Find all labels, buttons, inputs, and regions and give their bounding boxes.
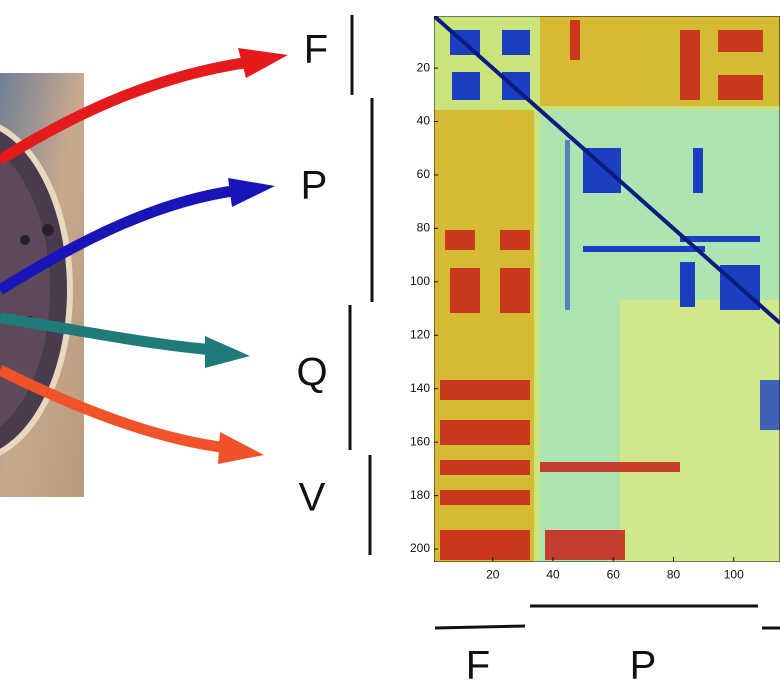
y-tick-label: 40 [417, 114, 431, 128]
y-tick-label: 180 [410, 488, 430, 502]
x-tick-label: 40 [546, 567, 560, 581]
x-tick-label: 60 [607, 567, 621, 581]
arrows [0, 48, 288, 464]
x-tick-label: 20 [486, 567, 500, 581]
heatmap [434, 16, 780, 562]
group-label: V [299, 476, 326, 520]
y-tick-label: 200 [410, 541, 430, 555]
group-label: P [630, 644, 657, 688]
photo [0, 73, 84, 497]
y-tick-label: 140 [410, 381, 430, 395]
y-tick-label: 160 [410, 434, 430, 448]
group-label: F [304, 28, 328, 72]
group-label: Q [296, 351, 327, 395]
y-tick-label: 20 [417, 60, 431, 74]
group-label: P [301, 164, 328, 208]
y-tick-label: 120 [410, 327, 430, 341]
y-tick-label: 100 [410, 274, 430, 288]
x-tick-label: 100 [724, 567, 744, 581]
y-tick-label: 80 [417, 221, 431, 235]
y-tick-label: 60 [417, 167, 431, 181]
group-bars [348, 15, 780, 630]
group-label: F [466, 644, 490, 688]
x-tick-label: 80 [667, 567, 681, 581]
